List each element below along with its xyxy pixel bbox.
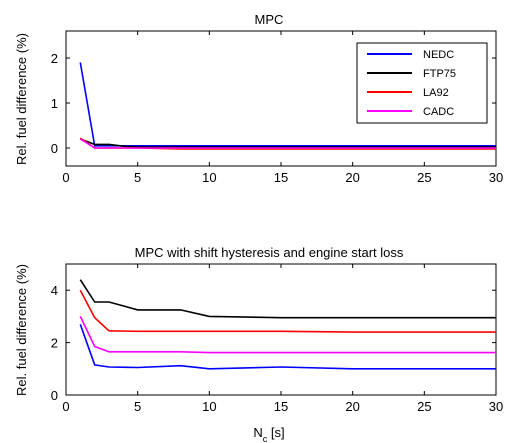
x-tick-label: 5: [134, 399, 141, 414]
x-label-sub: c: [263, 434, 268, 443]
x-tick-label: 25: [417, 399, 431, 414]
series-line-cadc: [79, 138, 496, 149]
series-line-cadc: [79, 316, 496, 354]
x-tick-label: 0: [62, 170, 69, 185]
x-tick-label: 10: [202, 170, 216, 185]
series-line-la92: [79, 289, 496, 333]
bottom-panel: MPC with shift hysteresis and engine sta…: [14, 245, 503, 443]
legend-label: FTP75: [423, 68, 456, 80]
y-tick-label: 0: [51, 141, 58, 156]
legend-label: NEDC: [423, 49, 454, 61]
legend-label: LA92: [423, 87, 449, 99]
x-tick-label: 20: [345, 170, 359, 185]
x-tick-label: 20: [345, 399, 359, 414]
x-tick-label: 10: [202, 399, 216, 414]
top-chart-title: MPC: [255, 12, 284, 27]
x-tick-label: 30: [489, 170, 503, 185]
x-tick-label: 15: [274, 170, 288, 185]
plot-frame: [65, 263, 497, 396]
bottom-y-axis-label: Rel. fuel difference (%): [14, 264, 29, 396]
y-tick-label: 2: [51, 51, 58, 66]
y-tick-label: 4: [51, 283, 58, 298]
x-tick-label: 5: [134, 170, 141, 185]
x-tick-label: 25: [417, 170, 431, 185]
series-line-ftp75: [80, 138, 496, 148]
top-y-axis-label: Rel. fuel difference (%): [14, 33, 29, 165]
x-label-rest: [s]: [267, 425, 284, 440]
series-line-ftp75: [79, 279, 496, 319]
legend: NEDC FTP75 LA92 CADC: [356, 42, 488, 124]
x-tick-label: 30: [489, 399, 503, 414]
x-tick-label: 0: [62, 399, 69, 414]
bottom-x-axis-label: Nc [s]: [253, 425, 284, 443]
x-label-main: N: [253, 425, 262, 440]
y-tick-label: 0: [51, 388, 58, 403]
y-tick-label: 1: [51, 96, 58, 111]
legend-label: CADC: [423, 106, 454, 118]
legend-box: [356, 42, 488, 124]
bottom-chart-title: MPC with shift hysteresis and engine sta…: [135, 245, 404, 260]
top-panel: MPC Rel. fuel difference (%) 0 5 10 15 20 25 3…: [14, 12, 503, 185]
series-line-nedc: [79, 62, 496, 147]
x-tick-label: 15: [274, 399, 288, 414]
series-line-nedc: [79, 324, 496, 370]
y-tick-label: 2: [51, 336, 58, 351]
